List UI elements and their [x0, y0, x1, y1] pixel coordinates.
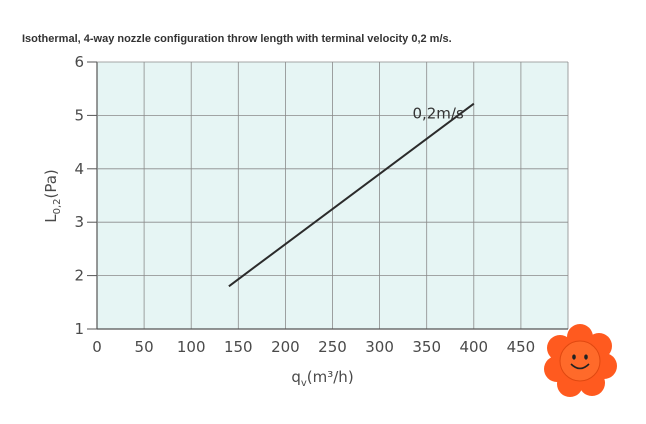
y-tick-label: 2 — [74, 267, 84, 285]
x-tick-label: 100 — [177, 338, 206, 356]
y-axis-label-main: L — [42, 214, 60, 223]
y-tick-label: 5 — [74, 106, 84, 124]
y-axis-label-sub: 0,2 — [52, 199, 63, 215]
series-line — [228, 102, 475, 288]
x-tick-label: 0 — [92, 338, 102, 356]
y-tick-label: 6 — [74, 53, 84, 71]
y-axis-label: L0,2(Pa) — [42, 169, 63, 223]
x-tick-label: 150 — [224, 338, 253, 356]
smiling-flower-icon — [544, 324, 617, 397]
grid — [87, 61, 569, 330]
y-tick-label: 1 — [74, 320, 84, 338]
chart-title: Isothermal, 4-way nozzle configuration t… — [22, 33, 452, 45]
x-tick-label: 200 — [271, 338, 300, 356]
x-tick-label: 450 — [507, 338, 536, 356]
y-axis-label-rest: (Pa) — [42, 169, 60, 198]
series: 0,2m/s — [228, 102, 475, 288]
x-tick-label: 300 — [365, 338, 394, 356]
x-tick-label: 50 — [135, 338, 154, 356]
x-axis-label-rest: (m³/h) — [307, 368, 354, 386]
tick-labels: 0 50 100 150 200 250 300 350 400 450 1 2 3 4 5 6 — [74, 53, 535, 356]
x-tick-label: 250 — [318, 338, 347, 356]
flower-face — [559, 340, 601, 382]
x-axis-label-sub: v — [301, 378, 307, 389]
flower-smile — [570, 363, 590, 370]
x-tick-label: 350 — [412, 338, 441, 356]
x-axis-label-main: q — [291, 368, 301, 386]
flower-eye — [584, 354, 588, 360]
x-axis-label: qv(m³/h) — [291, 368, 353, 389]
x-tick-label: 400 — [459, 338, 488, 356]
y-tick-label: 4 — [74, 160, 84, 178]
flower-eye — [572, 354, 576, 360]
series-label: 0,2m/s — [412, 105, 464, 123]
y-tick-label: 3 — [74, 213, 84, 231]
